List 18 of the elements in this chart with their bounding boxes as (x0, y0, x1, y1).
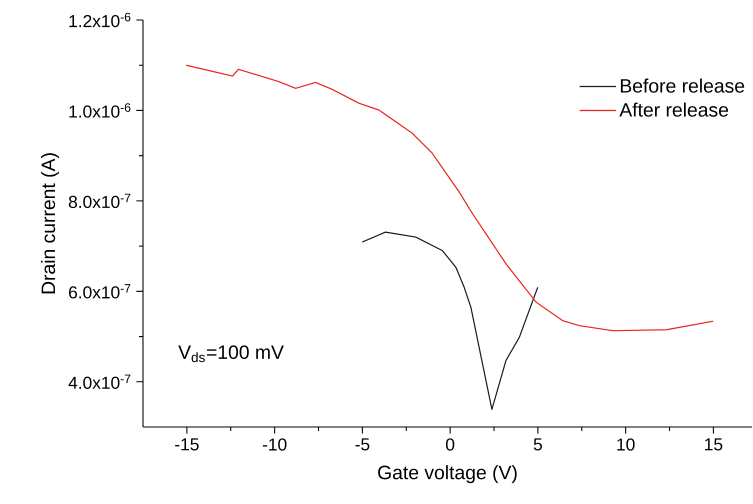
annotation: V$_{ds}$=100 mV (178, 345, 284, 362)
x-tick-label: -15 (175, 438, 199, 450)
x-tick-label: 5 (534, 438, 542, 450)
x-tick-label: 15 (705, 438, 722, 450)
y-tick-label: 1.0x10$^{-6}$ (69, 103, 130, 118)
line-series (362, 232, 538, 410)
legend-label: Before release (620, 78, 744, 93)
x-tick-label: -5 (355, 438, 370, 450)
y-tick-label: 1.2x10$^{-6}$ (69, 12, 130, 28)
x-tick-label: 10 (617, 438, 635, 451)
x-axis-title: Gate voltage (V) (378, 465, 517, 484)
x-tick-label: 0 (446, 438, 454, 451)
y-tick-label: 4.0x10$^{-7}$ (68, 374, 130, 389)
y-tick-label: 8.0x10$^{-7}$ (68, 194, 130, 208)
y-axis-title: Drain current (A) (40, 153, 59, 294)
y-tick-label: 6.0x10$^{-7}$ (69, 284, 130, 298)
x-tick-label: -10 (262, 438, 286, 451)
legend-label: After release (619, 102, 728, 117)
